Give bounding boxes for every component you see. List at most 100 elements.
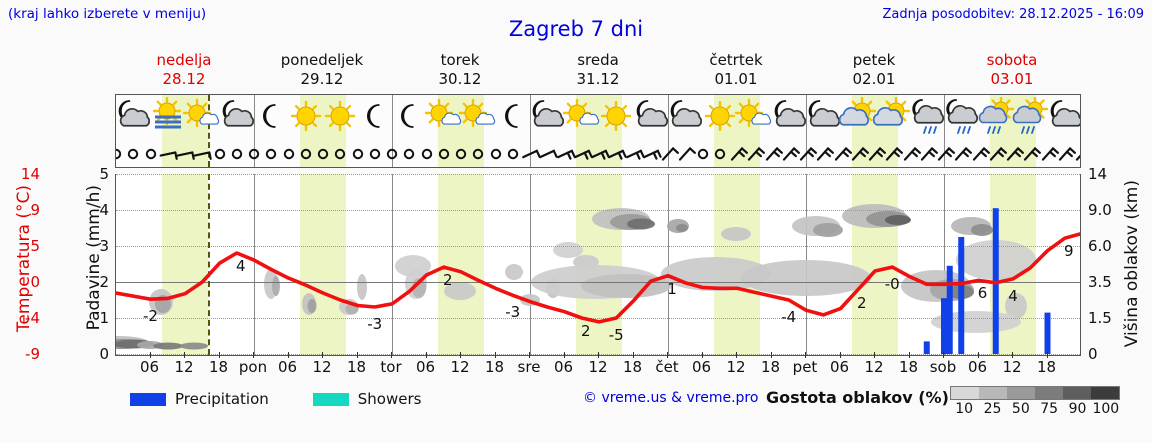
x-tick-mark xyxy=(460,352,461,358)
wind-barb xyxy=(381,141,403,167)
cloud-scale-label-100: 100 xyxy=(1092,401,1120,417)
weather-icon-sun-small-cloud xyxy=(422,97,466,137)
x-tick-06: 06 xyxy=(553,358,574,376)
wind-barb xyxy=(312,141,334,167)
wind-barb xyxy=(1019,141,1042,167)
day-name: četrtek xyxy=(709,51,763,69)
day-name: ponedeljek xyxy=(280,51,364,69)
day-header-row: nedelja 28.12 ponedeljek 29.12 torek 30.12 sre… xyxy=(115,51,1081,91)
x-tick-06: 06 xyxy=(277,358,298,376)
wind-barb xyxy=(795,141,817,167)
x-tick-18: 18 xyxy=(346,358,367,376)
x-tick-mark xyxy=(1046,352,1048,358)
day-name: sreda xyxy=(577,51,619,69)
temperature-extreme-label: -3 xyxy=(367,315,383,334)
wind-barb xyxy=(536,141,558,167)
wind-barb xyxy=(623,141,645,167)
x-tick-06: 06 xyxy=(691,358,712,376)
x-tick-mark xyxy=(977,352,979,358)
wind-barb xyxy=(674,141,697,167)
x-tick-mark xyxy=(149,352,151,358)
wind-barb xyxy=(278,141,300,167)
temperature-extreme-label: -3 xyxy=(505,303,521,322)
temperature-tick-0: 14 xyxy=(20,165,40,183)
day-date: 01.01 xyxy=(714,70,758,88)
cloud-height-tick-3: 3.5 xyxy=(1088,273,1112,291)
wind-barb xyxy=(761,141,783,167)
meteogram-plot: -2 4 -3 2 -3 2 -5 1 -4 2 -0 6 4 9 xyxy=(115,174,1081,356)
day-header-6: sobota 03.01 xyxy=(943,51,1081,91)
x-tick-mark xyxy=(632,352,634,358)
cloud-density-legend-title: Gostota oblakov (%) xyxy=(766,388,949,407)
day-header-3: sreda 31.12 xyxy=(529,51,667,91)
cloud-height-tick-5: 0 xyxy=(1088,345,1098,363)
wind-barb xyxy=(657,141,679,167)
gridline-5 xyxy=(116,174,1080,175)
cloud-scale-step-90 xyxy=(1063,387,1091,399)
weather-icon-sun-clear xyxy=(698,97,742,137)
wind-barb xyxy=(329,141,351,167)
wind-barb xyxy=(398,141,420,167)
day-divider-4 xyxy=(668,95,669,167)
temperature-extreme-label: 1 xyxy=(667,279,677,298)
cloud-scale-label-25: 25 xyxy=(983,401,1002,417)
x-tick-mark xyxy=(908,352,910,358)
day-date: 03.01 xyxy=(990,70,1034,88)
temperature-extreme-label: -2 xyxy=(143,307,158,326)
wind-barb xyxy=(485,141,507,167)
day-header-2: torek 30.12 xyxy=(391,51,529,91)
x-tick-mark xyxy=(391,352,392,358)
x-tick-12: 12 xyxy=(1002,358,1022,376)
precipitation-swatch xyxy=(130,392,166,406)
wind-barb xyxy=(950,141,973,167)
weather-icon-moon-clear xyxy=(491,97,535,137)
weather-icon-panel xyxy=(115,94,1081,168)
x-tick-18: 18 xyxy=(484,358,505,376)
x-tick-mark xyxy=(1012,352,1013,358)
series-legend: Precipitation Showers xyxy=(130,388,421,410)
cloud-density-scale-labels: 10 25 50 75 90 100 xyxy=(942,401,1128,419)
temperature-extreme-label: 2 xyxy=(442,271,453,290)
x-tick-06: 06 xyxy=(139,358,160,376)
day-divider-4 xyxy=(668,174,669,355)
cloud-scale-label-50: 50 xyxy=(1011,401,1030,417)
temperature-extreme-label: 2 xyxy=(580,322,591,340)
x-tick-mark xyxy=(287,352,289,358)
weather-icon-moon-cloud-rain xyxy=(939,97,983,137)
x-tick-18: 18 xyxy=(1036,358,1057,376)
cloud-height-tick-1: 9.0 xyxy=(1088,201,1112,219)
cloud-height-tick-2: 6.0 xyxy=(1088,237,1112,255)
x-tick-pet: pet xyxy=(792,358,818,376)
copyright-link[interactable]: © vreme.us & vreme.pro xyxy=(583,390,759,406)
wind-barb xyxy=(347,141,369,167)
weather-icon-sun-cloud-rain xyxy=(974,97,1018,137)
cloud-height-tick-4: 1.5 xyxy=(1088,309,1112,327)
x-tick-mark xyxy=(805,352,806,358)
day-divider-2 xyxy=(392,174,393,355)
day-divider-5 xyxy=(806,95,807,167)
cloud-scale-label-90: 90 xyxy=(1068,401,1087,417)
x-tick-mark xyxy=(184,352,185,358)
temperature-extreme-label: 2 xyxy=(856,293,867,312)
wind-barb xyxy=(1002,141,1024,167)
weather-icon-row xyxy=(116,95,1080,141)
wind-barb xyxy=(519,141,541,167)
x-tick-mark xyxy=(425,352,427,358)
temperature-extreme-label: 9 xyxy=(1063,242,1074,261)
weather-icon-moon-clear xyxy=(387,97,431,137)
wind-barb xyxy=(640,141,662,167)
precipitation-tick-4: 1 xyxy=(99,309,109,327)
x-tick-06: 06 xyxy=(415,358,436,376)
wind-barb xyxy=(812,141,835,167)
wind-barb xyxy=(174,141,196,167)
precipitation-tick-3: 2 xyxy=(99,273,109,291)
wind-barb xyxy=(157,141,179,167)
cloud-scale-step-75 xyxy=(1035,387,1063,399)
wind-barb xyxy=(416,141,438,167)
location-menu-note: (kraj lahko izberete v meniju) xyxy=(8,6,207,22)
weather-icon-sun-cloud xyxy=(870,97,914,137)
x-tick-12: 12 xyxy=(312,358,332,376)
temperature-extreme-label: -0 xyxy=(884,275,900,294)
